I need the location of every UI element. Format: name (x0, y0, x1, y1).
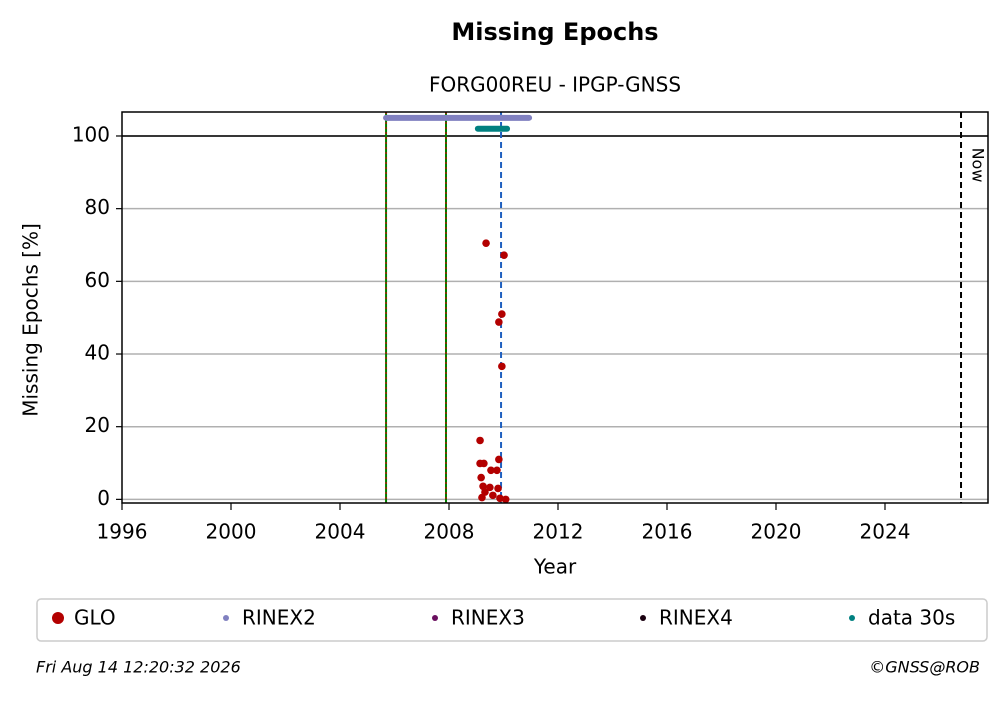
legend-marker (640, 615, 646, 621)
data-point (479, 482, 487, 491)
x-tick-label: 2012 (533, 520, 584, 544)
legend-label: data 30s (868, 606, 955, 630)
y-tick-label: 0 (97, 486, 110, 510)
data-point (495, 455, 503, 464)
data-point (500, 251, 508, 259)
legend-box (36, 598, 988, 642)
y-axis-label: Missing Epochs [%] (19, 223, 43, 417)
data-point (495, 318, 503, 326)
data-point (487, 466, 495, 475)
x-tick-label: 2004 (315, 520, 366, 544)
x-tick-label: 2024 (860, 520, 911, 544)
legend-marker (432, 615, 438, 621)
footer-credit: ©GNSS@ROB (869, 658, 980, 677)
legend-label: GLO (74, 606, 116, 630)
y-tick-label: 60 (85, 268, 110, 292)
x-tick-label: 2016 (642, 520, 693, 544)
legend-label: RINEX3 (451, 606, 525, 630)
data-point (494, 484, 502, 493)
data-point (496, 494, 504, 503)
now-label: Now (969, 148, 988, 183)
x-tick-label: 2000 (206, 520, 257, 544)
data-point (477, 473, 485, 482)
x-axis-label: Year (533, 555, 577, 579)
data-point (498, 310, 506, 318)
x-tick-label: 2020 (751, 520, 802, 544)
legend-marker (52, 612, 64, 624)
legend-marker (849, 615, 855, 621)
chart-subtitle: FORG00REU - IPGP-GNSS (429, 73, 681, 97)
data-point (501, 495, 510, 504)
legend-label: RINEX2 (242, 606, 316, 630)
y-tick-label: 80 (85, 195, 110, 219)
y-tick-label: 100 (72, 122, 110, 146)
y-tick-label: 20 (85, 413, 110, 437)
data-point (493, 466, 501, 475)
data-point (482, 239, 490, 247)
legend-marker (223, 615, 229, 621)
x-tick-label: 2008 (424, 520, 475, 544)
footer-date: Fri Aug 14 12:20:32 2026 (36, 658, 241, 677)
data-point (476, 436, 484, 445)
chart-title: Missing Epochs (451, 18, 658, 46)
y-tick-label: 40 (85, 341, 110, 365)
legend-label: RINEX4 (659, 606, 733, 630)
data-point (489, 491, 497, 500)
data-point (478, 493, 486, 502)
data-point (498, 362, 506, 371)
data-point (486, 483, 494, 492)
data-point (480, 459, 488, 468)
x-tick-label: 1996 (97, 520, 148, 544)
plot-frame (121, 111, 989, 504)
